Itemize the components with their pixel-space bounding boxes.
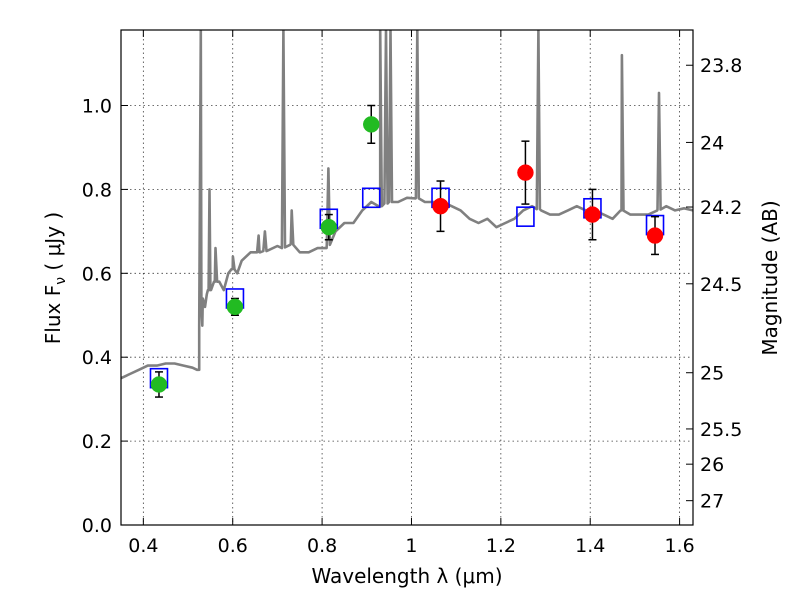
y-axis-title-main: Flux F (41, 285, 65, 344)
y-tick-label: 0.4 (82, 347, 112, 369)
tick-labels: 0.4 0.6 0.8 1 1.2 1.4 1.6 0.0 0.2 0.4 0.6 0.8 1.0 23.… (82, 55, 743, 557)
x-tick-label: 1 (405, 535, 417, 557)
y-tick-label: 0.0 (82, 515, 112, 537)
right-tick-label: 23.8 (700, 55, 742, 77)
model-photometry-square (516, 206, 535, 227)
x-axis-title: Wavelength λ (μm) (311, 564, 502, 588)
x-tick-label: 1.2 (486, 535, 516, 557)
right-tick-label: 26 (700, 454, 724, 476)
right-tick-label: 25.5 (700, 419, 742, 441)
model-photometry-square (361, 187, 381, 209)
green-data-point (150, 376, 168, 393)
y-tick-label: 0.6 (82, 263, 112, 285)
y-axis-title: Flux Fν ( μJy ) (41, 212, 69, 344)
series-layer (121, 30, 693, 398)
x-tick-label: 0.4 (128, 535, 158, 557)
y-axis-title-sub: ν (53, 277, 69, 285)
green-data-point (226, 298, 244, 316)
right-tick-label: 24.5 (700, 274, 742, 296)
x-tick-label: 0.8 (307, 535, 337, 557)
y-tick-label: 0.8 (82, 179, 112, 201)
model-spectrum-line (121, 30, 693, 380)
x-tick-label: 1.6 (664, 535, 694, 557)
x-tick-label: 0.6 (218, 535, 248, 557)
y-tick-label: 0.2 (82, 431, 112, 453)
plot-area (121, 30, 693, 398)
right-tick-label: 25 (700, 363, 724, 385)
y-axis-title-unit: ( μJy ) (41, 212, 65, 277)
red-data-point (584, 206, 601, 223)
right-tick-label: 27 (700, 491, 724, 513)
red-data-point (432, 197, 449, 215)
red-data-point (517, 164, 534, 181)
green-data-point (320, 218, 338, 236)
y-tick-label: 1.0 (82, 96, 112, 118)
x-tick-label: 1.4 (575, 535, 605, 557)
right-tick-label: 24 (700, 132, 724, 154)
tick-marks (121, 30, 693, 526)
grid-lines (121, 30, 693, 526)
right-tick-label: 24.2 (700, 197, 742, 219)
red-data-point (646, 227, 664, 244)
green-data-point (363, 116, 380, 133)
plot-frame (120, 29, 694, 526)
right-axis-title: Magnitude (AB) (758, 200, 782, 355)
